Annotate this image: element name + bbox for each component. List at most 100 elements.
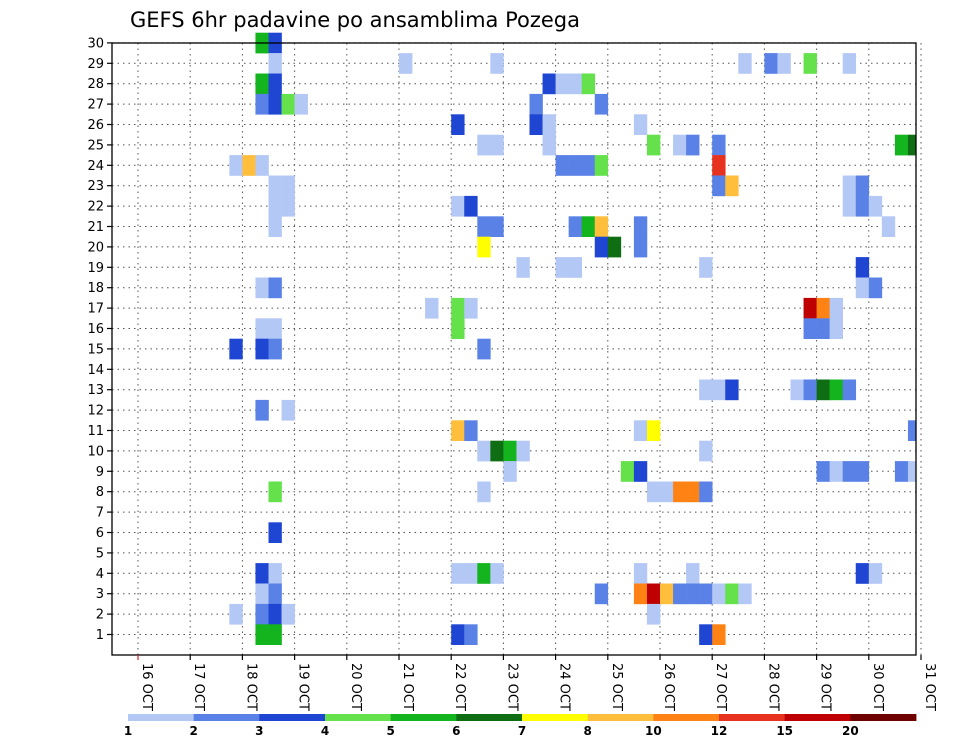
heatmap-cell (855, 563, 870, 584)
heatmap-cell (555, 257, 569, 278)
y-tick-label: 3 (96, 587, 104, 602)
x-axis-ticks: 16 OCT 17 OCT 18 OCT 19 OCT 20 OCT 21 OCT 22 O… (137, 655, 937, 711)
legend-label: 6 (452, 724, 460, 738)
y-tick-label: 7 (96, 506, 104, 521)
x-tick-label: 17 OCT (191, 663, 206, 711)
heatmap-cell (842, 461, 857, 482)
heatmap-cell (281, 175, 295, 197)
heatmap-cell (881, 216, 896, 237)
heatmap-cell (477, 216, 491, 237)
heatmap-cell (490, 134, 504, 156)
x-tick-label: 23 OCT (504, 663, 519, 711)
heatmap-cell (777, 53, 791, 74)
heatmap-cell (868, 277, 883, 299)
heatmap-cell (451, 318, 465, 339)
heatmap-cell (790, 379, 804, 401)
x-tick-label: 29 OCT (818, 663, 833, 711)
heatmap-cell (542, 114, 556, 135)
heatmap-cell (803, 379, 817, 401)
y-tick-label: 16 (87, 322, 104, 337)
heatmap-cell (646, 583, 661, 605)
x-tick-label: 30 OCT (870, 663, 885, 711)
heatmap-cell (699, 379, 713, 401)
heatmap-cell (594, 583, 609, 605)
y-tick-label: 6 (96, 526, 104, 541)
heatmap-cell (268, 195, 282, 217)
heatmap-cell (568, 257, 582, 278)
y-tick-label: 11 (87, 424, 104, 439)
heatmap-cell (581, 155, 596, 176)
legend-swatch (587, 714, 654, 721)
heatmap-cell (464, 195, 478, 217)
legend-label: 4 (321, 724, 329, 738)
heatmap-cell (477, 481, 491, 503)
heatmap-cell (594, 216, 609, 237)
legend-label: 20 (842, 724, 859, 738)
heatmap-cell (855, 277, 870, 299)
x-tick-label: 20 OCT (348, 663, 363, 711)
heatmap-cell (464, 624, 478, 645)
heatmap-cell (464, 420, 478, 441)
heatmap-cell (855, 195, 870, 217)
heatmap-cell (268, 216, 282, 237)
heatmap-cell (568, 216, 582, 237)
heatmap-cell (451, 297, 465, 319)
heatmap-cell (646, 603, 661, 625)
heatmap-cell (829, 318, 843, 339)
heatmap-cell (568, 73, 582, 95)
legend-swatch (719, 714, 786, 721)
heatmap-cell (255, 318, 269, 339)
heatmap-cell (633, 216, 648, 237)
heatmap-cell (255, 563, 269, 584)
legend-label: 10 (645, 724, 662, 738)
legend-swatch (522, 714, 589, 721)
heatmap-cell (268, 53, 282, 74)
heatmap-cell (842, 53, 857, 74)
heatmap-cell (451, 624, 465, 645)
heatmap-cell (268, 522, 282, 543)
legend-label: 15 (776, 724, 793, 738)
y-tick-label: 24 (87, 159, 104, 174)
heatmap-cell (281, 603, 295, 625)
y-tick-label: 13 (87, 383, 104, 398)
y-tick-label: 23 (87, 179, 104, 194)
heatmap-cell (255, 603, 269, 625)
x-tick-label: 26 OCT (661, 663, 676, 711)
heatmap-cell (542, 134, 556, 156)
y-tick-label: 22 (87, 200, 104, 215)
x-tick-label: 22 OCT (452, 663, 467, 711)
heatmap-cell (490, 216, 504, 237)
y-tick-label: 21 (87, 220, 104, 235)
heatmap-cell (816, 461, 830, 482)
heatmap-cell (712, 134, 726, 156)
heatmap-cell (268, 318, 282, 339)
heatmap-cell (803, 53, 817, 74)
x-tick-label: 27 OCT (713, 663, 728, 711)
heatmap-cell (255, 73, 269, 95)
legend-label: 1 (124, 724, 132, 738)
heatmap-cell (255, 583, 269, 605)
heatmap-cell (646, 420, 661, 441)
heatmap-cell (268, 481, 282, 503)
heatmap-cell (699, 257, 713, 278)
heatmap-cell (699, 481, 713, 503)
heatmap-cell (268, 563, 282, 584)
y-tick-label: 1 (96, 628, 104, 643)
y-tick-label: 27 (87, 98, 104, 113)
heatmap-cell (712, 379, 726, 401)
heatmap-cell (477, 236, 491, 258)
heatmap-cell (555, 73, 569, 95)
heatmap-cell (594, 236, 609, 258)
y-tick-label: 8 (96, 485, 104, 500)
heatmap-cell (542, 73, 556, 95)
y-tick-label: 30 (87, 36, 104, 51)
x-tick-label: 16 OCT (139, 663, 154, 711)
heatmap-cell (555, 155, 569, 176)
heatmap-cell (255, 93, 269, 115)
heatmap-cell (568, 155, 582, 176)
y-tick-label: 5 (96, 546, 104, 561)
legend-label: 12 (711, 724, 728, 738)
chart-title: GEFS 6hr padavine po ansamblima Pozega (130, 8, 580, 32)
heatmap-cell (255, 277, 269, 299)
heatmap-cell (907, 420, 917, 441)
